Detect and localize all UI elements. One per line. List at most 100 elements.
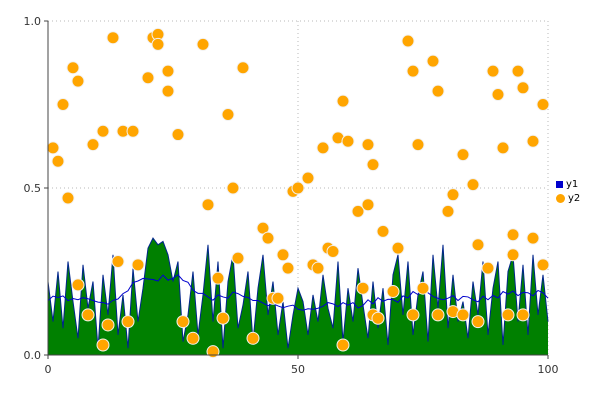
scatter-point-y2 — [511, 64, 525, 78]
scatter-point-y2 — [391, 241, 405, 255]
scatter-point-y2 — [301, 171, 315, 185]
scatter-point-y2 — [526, 134, 540, 148]
scatter-point-y2 — [431, 308, 445, 322]
scatter-point-y2 — [411, 138, 425, 152]
scatter-point-y2 — [46, 141, 60, 155]
scatter-point-y2 — [501, 308, 515, 322]
scatter-point-y2 — [196, 37, 210, 51]
scatter-point-y2 — [401, 34, 415, 48]
scatter-point-y2 — [61, 191, 75, 205]
scatter-point-y2 — [371, 311, 385, 325]
scatter-point-y2 — [316, 141, 330, 155]
scatter-point-y2 — [366, 158, 380, 172]
scatter-point-y2 — [131, 258, 145, 272]
scatter-point-y2 — [386, 285, 400, 299]
scatter-point-y2 — [471, 315, 485, 329]
scatter-point-y2 — [416, 281, 430, 295]
x-tick-label: 100 — [538, 363, 559, 376]
scatter-point-y2 — [236, 61, 250, 75]
scatter-point-y2 — [51, 154, 65, 168]
scatter-point-y2 — [111, 254, 125, 268]
scatter-point-y2 — [536, 258, 550, 272]
scatter-point-y2 — [96, 124, 110, 138]
scatter-point-y2 — [406, 64, 420, 78]
legend-label-y1: y1 — [566, 179, 579, 190]
legend-item-y1: y1 — [556, 179, 580, 190]
scatter-point-y2 — [361, 138, 375, 152]
scatter-point-y2 — [336, 338, 350, 352]
y-tick-label: 0.0 — [24, 349, 42, 362]
scatter-point-y2 — [376, 224, 390, 238]
smooth-line-y1 — [47, 274, 549, 311]
scatter-point-y2 — [261, 231, 275, 245]
legend-circle-marker-icon — [556, 194, 565, 203]
scatter-point-y2 — [121, 315, 135, 329]
legend-square-marker-icon — [556, 181, 563, 188]
scatter-point-y2 — [456, 148, 470, 162]
area-series-y1 — [48, 238, 548, 355]
scatter-point-y2 — [271, 291, 285, 305]
scatter-point-y2 — [496, 141, 510, 155]
scatter-point-y2 — [536, 98, 550, 111]
scatter-point-y2 — [201, 198, 215, 212]
scatter-point-y2 — [441, 204, 455, 218]
scatter-point-y2 — [176, 315, 190, 329]
scatter-point-y2 — [106, 31, 120, 45]
scatter-point-y2 — [281, 261, 295, 275]
scatter-point-y2 — [56, 98, 70, 111]
scatter-point-y2 — [211, 271, 225, 285]
scatter-point-y2 — [506, 228, 520, 242]
scatter-point-y2 — [151, 37, 165, 51]
scatter-point-y2 — [161, 64, 175, 78]
scatter-point-y2 — [481, 261, 495, 275]
legend: y1 y2 — [556, 179, 580, 204]
scatter-point-y2 — [446, 188, 460, 202]
x-tick-label: 0 — [45, 363, 52, 376]
legend-item-y2: y2 — [556, 193, 580, 204]
legend-label-y2: y2 — [568, 193, 581, 204]
scatter-point-y2 — [506, 248, 520, 262]
scatter-point-y2 — [456, 308, 470, 322]
scatter-point-y2 — [341, 134, 355, 148]
scatter-point-y2 — [326, 244, 340, 258]
y-tick-label: 1.0 — [24, 15, 42, 28]
scatter-point-y2 — [71, 278, 85, 292]
scatter-point-y2 — [161, 84, 175, 98]
scatter-point-y2 — [216, 311, 230, 325]
scatter-point-y2 — [516, 81, 530, 95]
scatter-point-y2 — [101, 318, 115, 332]
scatter-point-y2 — [71, 74, 85, 88]
scatter-point-y2 — [171, 128, 185, 142]
scatter-point-y2 — [226, 181, 240, 195]
scatter-point-y2 — [406, 308, 420, 322]
scatter-point-y2 — [356, 281, 370, 295]
scatter-point-y2 — [491, 87, 505, 101]
scatter-point-y2 — [361, 198, 375, 212]
scatter-point-y2 — [186, 331, 200, 345]
scatter-point-y2 — [276, 248, 290, 262]
y-tick-label: 0.5 — [24, 182, 42, 195]
scatter-point-y2 — [126, 124, 140, 138]
scatter-point-y2 — [486, 64, 500, 78]
scatter-point-y2 — [96, 338, 110, 352]
x-tick-label: 50 — [291, 363, 305, 376]
scatter-point-y2 — [471, 238, 485, 252]
scatter-point-y2 — [426, 54, 440, 68]
scatter-point-y2 — [141, 71, 155, 85]
scatter-point-y2 — [81, 308, 95, 322]
scatter-point-y2 — [431, 84, 445, 98]
scatter-point-y2 — [336, 94, 350, 108]
scatter-point-y2 — [516, 308, 530, 322]
scatter-point-y2 — [466, 178, 480, 192]
scatter-point-y2 — [246, 331, 260, 345]
scatter-point-y2 — [526, 231, 540, 245]
scatter-point-y2 — [291, 181, 305, 195]
scatter-point-y2 — [221, 108, 235, 122]
scatter-point-y2 — [311, 261, 325, 275]
scatter-point-y2 — [206, 345, 220, 359]
scatter-point-y2 — [86, 138, 100, 152]
scatter-point-y2 — [351, 204, 365, 218]
scatter-point-y2 — [66, 61, 80, 75]
